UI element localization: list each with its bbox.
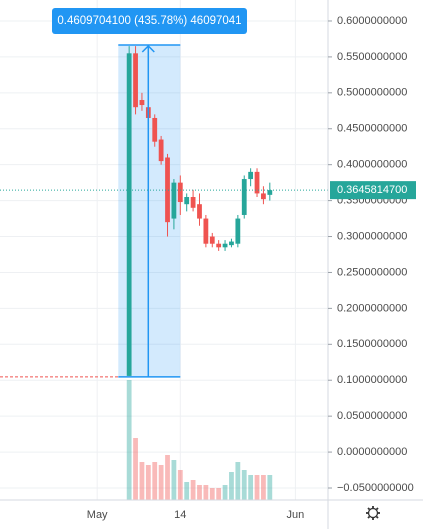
measure-label: 0.4609704100 (435.78%) 46097041 <box>57 15 241 27</box>
volume-bar <box>133 438 138 500</box>
volume-bar <box>267 475 273 500</box>
x-tick-label: May <box>87 509 108 521</box>
volume-bar <box>139 462 145 500</box>
last-price-box <box>330 181 416 200</box>
candle-body <box>126 53 132 376</box>
volume-bar <box>235 462 241 500</box>
y-tick-label: 0.4500000000 <box>337 123 407 135</box>
volume-bar <box>241 470 247 500</box>
volume-bar <box>152 462 158 500</box>
x-tick-label: Jun <box>287 509 305 521</box>
candle-body <box>229 241 234 246</box>
y-tick-label: 0.1500000000 <box>337 338 407 350</box>
candle-body <box>190 197 196 208</box>
volume-bar <box>197 485 202 500</box>
volume-bar <box>216 488 222 500</box>
y-tick-label: 0.6000000000 <box>337 15 407 27</box>
candle-body <box>254 171 260 194</box>
volume-bar <box>177 470 183 500</box>
settings-icon[interactable] <box>366 506 380 520</box>
candle-body <box>261 193 266 200</box>
y-tick-label: 0.2000000000 <box>337 302 407 314</box>
candle-body <box>165 157 170 223</box>
candle-body <box>184 197 190 205</box>
measure-label-box <box>52 8 247 34</box>
measure-arrowhead <box>141 44 155 53</box>
candle-body <box>158 139 164 162</box>
candle-body <box>267 190 273 195</box>
candle-body <box>216 243 222 248</box>
candle-body <box>177 182 183 203</box>
candle-body <box>222 243 228 248</box>
candle-body <box>133 53 138 108</box>
candle-body <box>209 236 215 244</box>
candle-body <box>203 218 209 244</box>
y-tick-label: 0.2500000000 <box>337 266 407 278</box>
y-tick-label: 0.0500000000 <box>337 410 407 422</box>
volume-bar <box>222 485 228 500</box>
candle-body <box>152 117 158 142</box>
volume-bar <box>261 475 266 500</box>
candle-body <box>139 100 145 106</box>
last-price-label: 0.3645814700 <box>337 184 407 196</box>
candle-body <box>248 171 254 180</box>
y-tick-label: 0.4000000000 <box>337 159 407 171</box>
y-tick-label: 0.3000000000 <box>337 230 407 242</box>
grid <box>0 0 328 500</box>
volume-bar <box>229 472 234 500</box>
volume-bar <box>209 488 215 500</box>
volume-bar <box>184 482 190 500</box>
volume-bar <box>126 380 132 500</box>
volume-bar <box>190 480 196 500</box>
volume-bar <box>171 460 177 500</box>
candle-body <box>241 179 247 215</box>
candle-body <box>197 204 202 219</box>
y-tick-label: 0.5000000000 <box>337 87 407 99</box>
y-tick-label: 0.1000000000 <box>337 374 407 386</box>
volume-bar <box>203 485 209 500</box>
plot: 0.4609704100 (435.78%) 46097041 <box>0 8 328 500</box>
volume-bar <box>254 475 260 500</box>
y-tick-label: 0.5500000000 <box>337 51 407 63</box>
volume-bar <box>248 475 254 500</box>
volume-bar <box>145 465 151 500</box>
volume-bar <box>158 465 164 500</box>
y-tick-label: 0.0000000000 <box>337 446 407 458</box>
volume-bar <box>165 455 170 500</box>
x-tick-label: 14 <box>174 509 186 521</box>
candle-body <box>171 182 177 219</box>
y-tick-label: −0.0500000000 <box>337 482 414 494</box>
candle-body <box>235 218 241 244</box>
